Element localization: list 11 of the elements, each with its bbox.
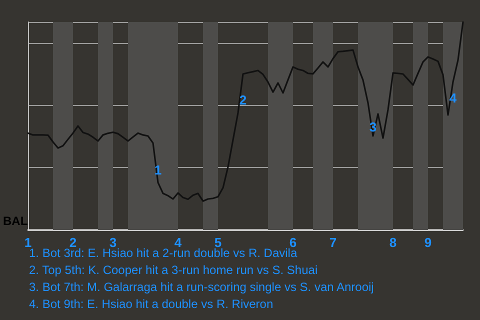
annotation: 1 [154,162,162,178]
x-tick-label: 8 [389,235,397,250]
x-tick-label: 1 [24,235,32,250]
annotation: 3 [369,120,377,135]
annotation: 4 [449,90,458,106]
x-tick-label: 9 [424,235,432,250]
text: 3. Bot 7th: M. Galarraga hit a run-scoring single vs S. van Anrooij [29,280,374,294]
text: 4. Bot 9th: E. Hsiao hit a double vs R. Riveron [29,297,274,311]
x-tick-label: 7 [329,235,337,250]
annotation: 2 [239,92,247,108]
text: 2. Top 5th: K. Cooper hit a 3-run home run vs S. Shuai [29,263,318,277]
